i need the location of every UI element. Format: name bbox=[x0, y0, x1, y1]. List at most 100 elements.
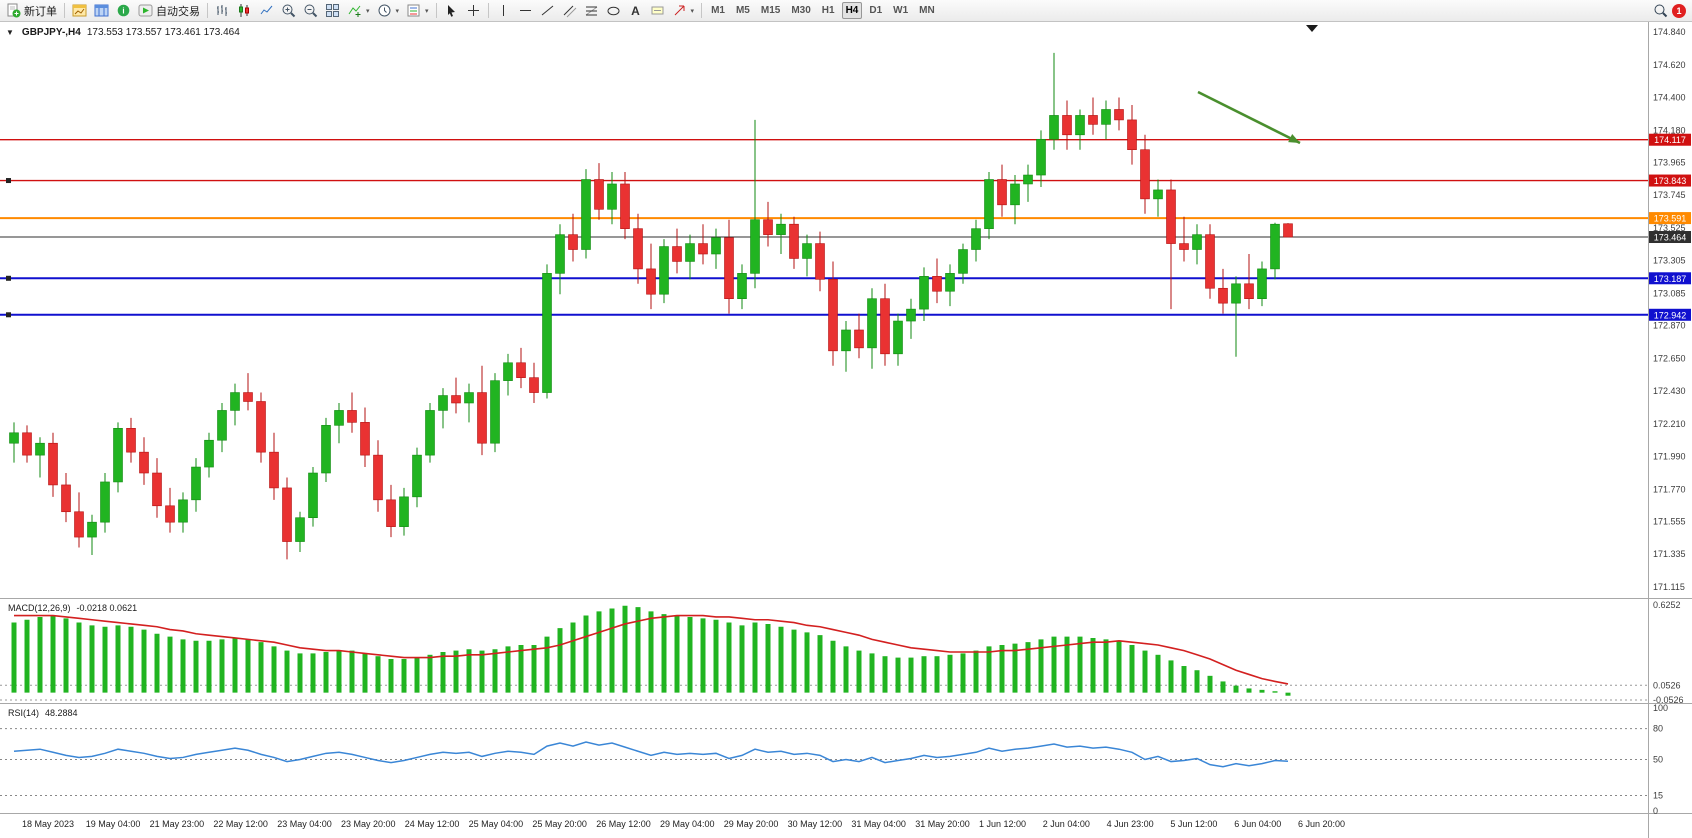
svg-text:100: 100 bbox=[1653, 703, 1668, 713]
rsi-panel: 100 80 50 15 0 bbox=[0, 703, 1668, 816]
svg-text:174.400: 174.400 bbox=[1653, 93, 1686, 103]
svg-text:0: 0 bbox=[1653, 806, 1658, 816]
svg-text:173.187: 173.187 bbox=[1654, 274, 1687, 284]
svg-text:171.770: 171.770 bbox=[1653, 484, 1686, 494]
horizontal-line-icon bbox=[519, 10, 531, 11]
svg-text:172.942: 172.942 bbox=[1654, 310, 1687, 320]
chevron-down-icon: ▾ bbox=[395, 7, 400, 15]
crosshair-icon bbox=[467, 5, 479, 16]
trend-arrow bbox=[1197, 90, 1301, 145]
svg-text:171.115: 171.115 bbox=[1653, 582, 1685, 592]
trendline-button[interactable] bbox=[537, 1, 558, 21]
market-watch-button[interactable]: i bbox=[113, 1, 134, 21]
ohlc-readout: 173.553 173.557 173.461 173.464 bbox=[86, 27, 240, 38]
svg-text:173.525: 173.525 bbox=[1653, 223, 1686, 233]
svg-text:29 May 20:00: 29 May 20:00 bbox=[724, 819, 779, 829]
svg-text:172.430: 172.430 bbox=[1653, 386, 1686, 396]
svg-text:174.180: 174.180 bbox=[1653, 125, 1686, 135]
timeframe-h4[interactable]: H4 bbox=[841, 2, 863, 19]
svg-text:6 Jun 04:00: 6 Jun 04:00 bbox=[1234, 819, 1281, 829]
svg-text:172.650: 172.650 bbox=[1653, 353, 1686, 363]
price-chart-canvas[interactable]: 174.840 174.620 174.400 174.180 173.965 173.7… bbox=[0, 22, 1692, 838]
time-scale[interactable] bbox=[0, 813, 1648, 838]
one-click-trading-toggle[interactable]: ▼ bbox=[6, 28, 14, 37]
timeframe-m1[interactable]: M1 bbox=[711, 5, 725, 16]
autotrading-label: 自动交易 bbox=[156, 5, 200, 18]
toolbar-separator bbox=[207, 3, 208, 18]
periods-button[interactable]: ▾ bbox=[374, 1, 403, 21]
zoom-in-button[interactable] bbox=[278, 1, 299, 21]
timeframe-w1[interactable]: W1 bbox=[893, 5, 909, 16]
svg-text:22 May 12:00: 22 May 12:00 bbox=[213, 819, 268, 829]
search-button[interactable] bbox=[1650, 1, 1671, 21]
macd-panel-splitter[interactable] bbox=[0, 596, 1692, 600]
chart-window-button[interactable] bbox=[69, 1, 90, 21]
svg-text:174.117: 174.117 bbox=[1654, 135, 1686, 145]
timeframe-d1[interactable]: D1 bbox=[869, 5, 883, 16]
toolbar: 新订单 i 自动交易 bbox=[0, 0, 1692, 22]
new-order-button[interactable]: 新订单 bbox=[3, 1, 60, 21]
svg-text:173.085: 173.085 bbox=[1653, 288, 1686, 298]
zoom-in-icon bbox=[282, 4, 296, 18]
price-scale[interactable] bbox=[1648, 22, 1692, 813]
zoom-out-icon bbox=[304, 4, 318, 18]
cursor-icon bbox=[447, 5, 455, 17]
templates-button[interactable]: ▾ bbox=[403, 1, 432, 21]
line-chart-icon bbox=[260, 5, 273, 15]
profile-button[interactable] bbox=[91, 1, 112, 21]
market-watch-icon: i bbox=[117, 4, 130, 17]
chevron-down-icon: ▾ bbox=[425, 7, 429, 15]
timeframe-m15[interactable]: M15 bbox=[760, 5, 781, 16]
rsi-value: 48.2884 bbox=[45, 708, 78, 718]
bar-chart-icon bbox=[217, 5, 227, 16]
cursor-button[interactable] bbox=[441, 1, 462, 21]
chart-window-icon bbox=[72, 4, 87, 17]
svg-text:25 May 20:00: 25 May 20:00 bbox=[532, 819, 587, 829]
horizontal-line-button[interactable] bbox=[515, 1, 536, 21]
channel-icon bbox=[563, 5, 576, 18]
rsi-panel-splitter[interactable] bbox=[0, 701, 1692, 705]
notification-badge[interactable]: 1 bbox=[1672, 3, 1686, 18]
timeframe-mn[interactable]: MN bbox=[919, 5, 935, 16]
horizontal-lines bbox=[0, 139, 1648, 318]
bar-chart-button[interactable] bbox=[212, 1, 233, 21]
svg-text:29 May 04:00: 29 May 04:00 bbox=[660, 819, 715, 829]
panel-frame bbox=[0, 22, 1692, 838]
macd-values: -0.0218 0.0621 bbox=[76, 603, 138, 613]
fibonacci-button[interactable] bbox=[581, 1, 602, 21]
macd-indicator-label: MACD(12,26,9) -0.0218 0.0621 bbox=[8, 603, 137, 613]
svg-text:174.840: 174.840 bbox=[1653, 27, 1686, 37]
svg-text:21 May 23:00: 21 May 23:00 bbox=[150, 819, 205, 829]
rsi-indicator-label: RSI(14) 48.2884 bbox=[8, 708, 78, 718]
zoom-out-button[interactable] bbox=[300, 1, 321, 21]
candlestick-chart-button[interactable] bbox=[234, 1, 255, 21]
arrows-button[interactable]: ▾ bbox=[669, 1, 698, 21]
svg-text:171.555: 171.555 bbox=[1653, 516, 1686, 526]
svg-text:A: A bbox=[631, 4, 640, 18]
svg-text:0.6252: 0.6252 bbox=[1653, 600, 1681, 610]
crosshair-button[interactable] bbox=[463, 1, 484, 21]
shapes-button[interactable] bbox=[603, 1, 624, 21]
rsi-name: RSI(14) bbox=[8, 708, 40, 718]
text-label-button[interactable] bbox=[647, 1, 668, 21]
autotrading-button[interactable]: 自动交易 bbox=[135, 1, 203, 21]
vertical-line-button[interactable] bbox=[493, 1, 514, 21]
timeframe-h1[interactable]: H1 bbox=[821, 5, 835, 16]
svg-text:50: 50 bbox=[1653, 755, 1663, 765]
channel-button[interactable] bbox=[559, 1, 580, 21]
symbol-period-label: GBPJPY-,H4 bbox=[21, 27, 81, 38]
candlestick-chart-icon bbox=[239, 4, 249, 17]
indicators-button[interactable]: ▾ bbox=[344, 1, 373, 21]
svg-text:31 May 20:00: 31 May 20:00 bbox=[915, 819, 970, 829]
svg-text:18 May 2023: 18 May 2023 bbox=[22, 819, 74, 829]
chart-region: 174.840 174.620 174.400 174.180 173.965 173.7… bbox=[0, 22, 1692, 838]
svg-text:173.745: 173.745 bbox=[1653, 190, 1686, 200]
chart-symbol-label: ▼ GBPJPY-,H4 173.553 173.557 173.461 173… bbox=[6, 27, 240, 38]
timeframe-m30[interactable]: M30 bbox=[791, 5, 811, 16]
svg-text:23 May 20:00: 23 May 20:00 bbox=[341, 819, 396, 829]
text-button[interactable]: A bbox=[625, 1, 646, 21]
tile-windows-button[interactable] bbox=[322, 1, 343, 21]
line-chart-button[interactable] bbox=[256, 1, 277, 21]
svg-text:24 May 12:00: 24 May 12:00 bbox=[405, 819, 460, 829]
timeframe-m5[interactable]: M5 bbox=[735, 5, 750, 16]
